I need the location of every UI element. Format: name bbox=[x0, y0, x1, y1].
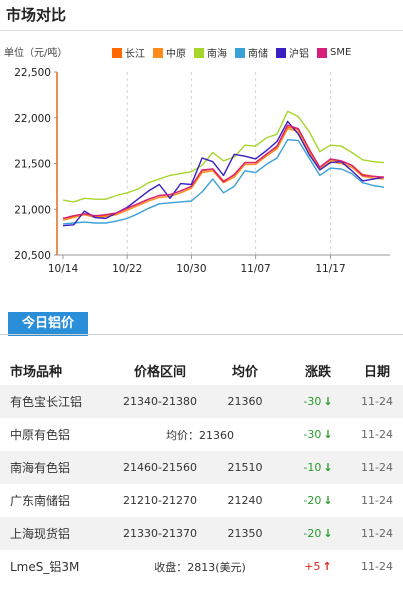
series-line-长江 bbox=[62, 126, 385, 220]
legend-swatch bbox=[276, 47, 286, 58]
table-row: 南海有色铝 21460-21560 21510 -10 ↓ 11-24 bbox=[0, 451, 403, 484]
cell-market: 中原有色铝 bbox=[10, 428, 71, 442]
legend-label: 沪铝 bbox=[289, 49, 309, 60]
series-line-沪铝 bbox=[62, 120, 385, 227]
cell-change: -20 ↓ bbox=[303, 494, 333, 507]
y-tick-label: 21,000 bbox=[14, 204, 51, 216]
x-tick-label: 11/07 bbox=[240, 263, 270, 275]
cell-date: 11-24 bbox=[361, 461, 393, 474]
arrow-down-icon: ↓ bbox=[323, 395, 333, 408]
cell-change: -10 ↓ bbox=[303, 461, 333, 474]
arrow-down-icon: ↓ bbox=[323, 494, 333, 507]
header-avg: 均价 bbox=[231, 364, 258, 380]
y-tick-label: 22,500 bbox=[14, 67, 51, 79]
cell-date: 11-24 bbox=[361, 428, 393, 441]
cell-market: LmeS_铝3M bbox=[10, 560, 80, 574]
legend-item-2[interactable]: 南海 bbox=[194, 45, 227, 60]
arrow-down-icon: ↓ bbox=[323, 428, 333, 441]
legend-item-4[interactable]: 沪铝 bbox=[276, 45, 309, 60]
cell-range: 21330-21370 bbox=[123, 527, 197, 540]
unit-label: 单位（元/吨） bbox=[4, 48, 68, 59]
section-divider bbox=[0, 334, 403, 335]
cell-avg: 21360 bbox=[227, 395, 263, 408]
cell-change: -20 ↓ bbox=[303, 527, 333, 540]
x-tick-label: 11/17 bbox=[315, 263, 345, 275]
x-tick-label: 10/30 bbox=[176, 263, 206, 275]
price-comparison-chart: 20,500 21,000 21,500 22,000 22,500 10/14 10/22… bbox=[14, 67, 390, 275]
header-change: 涨跌 bbox=[304, 364, 331, 380]
table-row: 广东南储铝 21210-21270 21240 -20 ↓ 11-24 bbox=[0, 484, 403, 517]
title-divider bbox=[0, 30, 403, 31]
y-tick-label: 22,000 bbox=[14, 113, 51, 125]
cell-date: 11-24 bbox=[361, 527, 393, 540]
table-row: 有色宝长江铝 21340-21380 21360 -30 ↓ 11-24 bbox=[0, 385, 403, 418]
arrow-down-icon: ↓ bbox=[323, 527, 333, 540]
series-line-南储 bbox=[62, 138, 385, 225]
legend-label: 长江 bbox=[125, 49, 145, 60]
table-row: 上海现货铝 21330-21370 21350 -20 ↓ 11-24 bbox=[0, 517, 403, 550]
header-range: 价格区间 bbox=[133, 364, 186, 380]
cell-merged-price: 均价：21360 bbox=[166, 428, 234, 442]
cell-change: +5 ↑ bbox=[304, 560, 332, 573]
x-tick-label: 10/22 bbox=[112, 263, 142, 275]
cell-merged-price: 收盘：2813(美元) bbox=[154, 560, 246, 574]
legend-item-3[interactable]: 南储 bbox=[235, 45, 268, 60]
cell-market: 广东南储铝 bbox=[10, 494, 71, 508]
legend-swatch bbox=[317, 47, 327, 58]
header-market: 市场品种 bbox=[10, 364, 63, 380]
cell-avg: 21240 bbox=[227, 494, 263, 507]
cell-date: 11-24 bbox=[361, 494, 393, 507]
series-line-SME bbox=[62, 124, 385, 220]
legend-label: 南海 bbox=[207, 49, 227, 60]
cell-market: 上海现货铝 bbox=[10, 527, 71, 541]
cell-range: 21460-21560 bbox=[123, 461, 197, 474]
arrow-down-icon: ↓ bbox=[323, 461, 333, 474]
series-line-南海 bbox=[62, 110, 385, 203]
cell-range: 21340-21380 bbox=[123, 395, 197, 408]
header-date: 日期 bbox=[363, 364, 390, 380]
arrow-up-icon: ↑ bbox=[322, 560, 332, 573]
legend-label: 南储 bbox=[248, 49, 268, 60]
table-row: LmeS_铝3M 收盘：2813(美元) +5 ↑ 11-24 bbox=[0, 550, 403, 583]
legend-item-1[interactable]: 中原 bbox=[153, 45, 186, 60]
page-title: 市场对比 bbox=[6, 6, 67, 24]
chart-legend: 长江 中原 南海 南储 沪铝 SME bbox=[112, 45, 359, 60]
cell-market: 有色宝长江铝 bbox=[10, 395, 83, 409]
table-header: 市场品种 价格区间 均价 涨跌 日期 bbox=[0, 355, 403, 385]
cell-date: 11-24 bbox=[361, 560, 393, 573]
cell-date: 11-24 bbox=[361, 395, 393, 408]
legend-swatch bbox=[194, 47, 204, 58]
series-line-中原 bbox=[62, 127, 385, 221]
legend-label: 中原 bbox=[166, 49, 186, 60]
cell-avg: 21510 bbox=[227, 461, 263, 474]
cell-range: 21210-21270 bbox=[123, 494, 197, 507]
price-table: 市场品种 价格区间 均价 涨跌 日期 有色宝长江铝 21340-21380 2136… bbox=[0, 355, 403, 583]
legend-item-5[interactable]: SME bbox=[317, 45, 351, 60]
table-body: 有色宝长江铝 21340-21380 21360 -30 ↓ 11-24 中原有色铝 均价：2… bbox=[0, 385, 403, 583]
legend-label: SME bbox=[330, 47, 352, 58]
legend-item-0[interactable]: 长江 bbox=[112, 45, 145, 60]
y-tick-label: 21,500 bbox=[14, 159, 51, 171]
legend-swatch bbox=[153, 47, 163, 58]
cell-change: -30 ↓ bbox=[303, 395, 333, 408]
x-tick-label: 10/14 bbox=[48, 263, 79, 275]
cell-avg: 21350 bbox=[227, 527, 263, 540]
legend-swatch bbox=[112, 47, 122, 58]
legend-swatch bbox=[235, 47, 245, 58]
cell-market: 南海有色铝 bbox=[10, 461, 71, 475]
y-tick-label: 20,500 bbox=[14, 250, 51, 262]
tab-today-aluminum-price[interactable]: 今日铝价 bbox=[8, 312, 88, 336]
cell-change: -30 ↓ bbox=[303, 428, 333, 441]
table-row: 中原有色铝 均价：21360 -30 ↓ 11-24 bbox=[0, 418, 403, 451]
